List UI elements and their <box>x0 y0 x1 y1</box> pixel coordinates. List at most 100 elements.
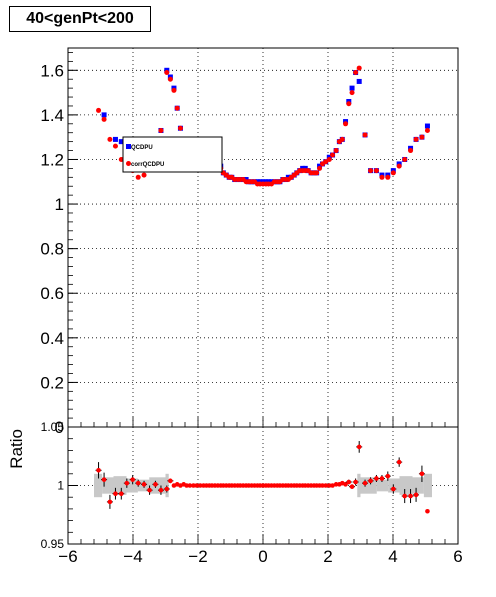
corrqcdpu-point <box>171 87 177 93</box>
corrqcdpu-point <box>368 168 374 174</box>
corrqcdpu-point <box>167 76 173 82</box>
corrqcdpu-point <box>330 152 336 158</box>
corrqcdpu-point <box>158 127 164 133</box>
ratio-point <box>425 508 430 514</box>
ratio-band-bin <box>94 473 103 498</box>
ratio-point <box>408 493 413 499</box>
ratio-point <box>147 487 152 493</box>
ratio-point <box>419 471 425 477</box>
ratio-point <box>153 482 158 487</box>
ratio-band-bin <box>399 476 413 495</box>
legend-entry-label: QCDPU <box>131 145 153 151</box>
ratio-band-bin <box>423 473 432 498</box>
corrqcdpu-point <box>349 90 355 96</box>
ratio-point <box>402 493 408 499</box>
corrqcdpu-point <box>317 165 323 171</box>
ratio-x-tick-label: 0 <box>258 547 267 566</box>
ratio-point <box>164 486 170 492</box>
qcdpu-point <box>349 85 355 91</box>
main-y-tick-label: 1 <box>55 195 64 214</box>
ratio-point <box>119 491 124 496</box>
legend-box <box>122 136 223 173</box>
corrqcdpu-point <box>135 174 141 180</box>
ratio-band-bin <box>357 473 361 498</box>
ratio-band-bin <box>376 479 389 492</box>
corrqcdpu-point <box>424 127 430 133</box>
ratio-point <box>194 483 199 488</box>
qcdpu-point <box>356 78 362 84</box>
ratio-point <box>168 478 173 484</box>
ratio-point <box>158 487 164 493</box>
ratio-point <box>101 477 107 482</box>
main-y-tick-label: 0.2 <box>40 373 64 392</box>
ratio-point <box>385 473 391 479</box>
legend: QCDPU corrQCDPU <box>122 136 223 173</box>
ratio-point <box>374 476 379 481</box>
corrqcdpu-point <box>390 170 396 176</box>
ratio-point <box>362 480 368 486</box>
main-plot-frame <box>67 47 459 428</box>
ratio-point <box>349 484 355 489</box>
main-y-tick-label: 0 <box>55 418 64 437</box>
ratio-point <box>191 483 196 488</box>
corrqcdpu-point <box>326 156 332 162</box>
corrqcdpu-point <box>385 174 391 180</box>
chart-title-box: 40<genPt<200 <box>9 6 151 32</box>
ratio-point <box>96 467 101 473</box>
ratio-band-bin <box>113 476 127 495</box>
corrqcdpu-point <box>96 107 102 113</box>
ratio-point <box>379 476 385 481</box>
corrqcdpu-point <box>323 159 329 165</box>
ratio-y-axis-label: Ratio <box>7 429 26 469</box>
ratio-point <box>197 483 203 488</box>
corrqcdpu-point <box>408 148 414 154</box>
ratio-point <box>107 499 113 505</box>
corrqcdpu-point <box>356 65 362 71</box>
corrqcdpu-point <box>362 132 368 138</box>
qcdpu-point <box>112 136 118 142</box>
ratio-point <box>327 483 332 488</box>
ratio-x-tick-label: 2 <box>323 547 332 566</box>
chart-title: 40<genPt<200 <box>26 10 134 27</box>
ratio-point <box>184 483 189 488</box>
main-y-tick-label: 1.6 <box>40 61 64 80</box>
main-y-tick-label: 0.6 <box>40 284 64 303</box>
ratio-band-bin <box>126 478 138 493</box>
corrqcdpu-point <box>141 172 147 178</box>
ratio-point <box>135 480 141 486</box>
ratio-point <box>323 483 329 488</box>
legend-marker-circle <box>126 161 131 166</box>
main-y-tick-label: 0.4 <box>40 329 64 348</box>
ratio-point <box>187 483 193 488</box>
ratio-point <box>346 479 352 485</box>
ratio-point <box>333 482 339 487</box>
corrqcdpu-point <box>402 156 408 162</box>
ratio-point <box>343 482 348 487</box>
ratio-x-tick-label: 6 <box>453 547 462 566</box>
qcdpu-point <box>118 139 124 145</box>
corrqcdpu-point <box>112 143 118 149</box>
corrqcdpu-point <box>373 168 379 174</box>
ratio-x-tick-label: −6 <box>58 547 77 566</box>
legend-marker-square <box>126 144 131 149</box>
ratio-point <box>113 491 118 496</box>
ratio-point <box>353 479 358 485</box>
ratio-y-tick-label: 0.95 <box>41 537 65 551</box>
qcdpu-point <box>424 123 430 129</box>
corrqcdpu-point <box>419 134 425 140</box>
ratio-point <box>396 459 402 465</box>
corrqcdpu-point <box>343 121 349 127</box>
ratio-point <box>130 477 135 482</box>
ratio-x-tick-label: −4 <box>123 547 142 566</box>
ratio-x-tick-label: 4 <box>388 547 397 566</box>
corrqcdpu-point <box>107 136 113 142</box>
ratio-point <box>368 478 373 484</box>
corrqcdpu-point <box>346 101 352 107</box>
ratio-point <box>413 492 419 498</box>
corrqcdpu-point <box>379 174 385 180</box>
main-y-tick-label: 1.2 <box>40 150 64 169</box>
corrqcdpu-point <box>177 125 183 131</box>
ratio-point <box>124 480 130 486</box>
corrqcdpu-point <box>314 170 320 176</box>
main-y-tick-label: 1.4 <box>40 106 64 125</box>
